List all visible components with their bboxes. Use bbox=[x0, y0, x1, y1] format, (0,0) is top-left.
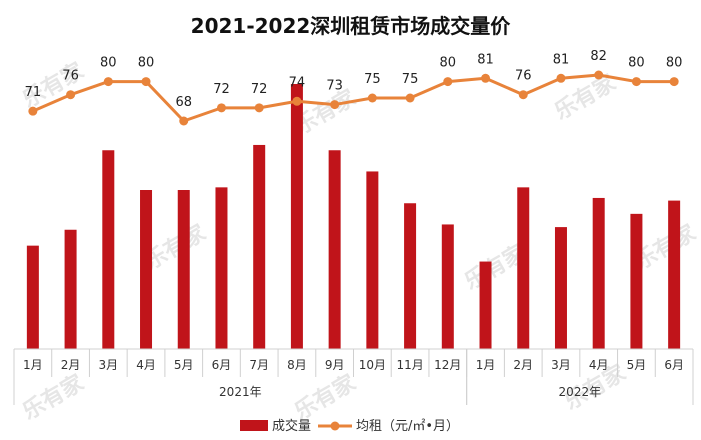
x-tick-label: 5月 bbox=[174, 358, 194, 372]
avg-rent-point-5 bbox=[179, 116, 189, 126]
avg-rent-point-17 bbox=[631, 77, 641, 87]
avg-rent-line bbox=[32, 73, 675, 123]
group-label-2: 2022年 bbox=[559, 385, 602, 399]
data-label: 80 bbox=[666, 56, 683, 71]
x-tick-label: 9月 bbox=[325, 358, 345, 372]
avg-rent-point-16 bbox=[594, 70, 604, 80]
data-label: 72 bbox=[251, 82, 268, 97]
legend-label-volume: 成交量 bbox=[272, 418, 311, 434]
x-tick-label: 8月 bbox=[287, 358, 307, 372]
x-tick-label: 2月 bbox=[513, 358, 533, 372]
bar-15 bbox=[554, 227, 567, 349]
data-label: 74 bbox=[289, 75, 306, 90]
bar-9 bbox=[328, 150, 341, 349]
data-label: 76 bbox=[62, 69, 79, 84]
bar-4 bbox=[140, 190, 153, 349]
avg-rent-point-18 bbox=[669, 77, 679, 87]
x-tick-label: 11月 bbox=[396, 358, 423, 372]
group-label-1: 2021年 bbox=[219, 385, 262, 399]
bar-13 bbox=[479, 261, 492, 349]
bar-2 bbox=[64, 229, 77, 349]
avg-rent-point-10 bbox=[367, 93, 377, 103]
bar-3 bbox=[102, 150, 115, 349]
x-tick-label: 6月 bbox=[212, 358, 232, 372]
x-tick-label: 6月 bbox=[664, 358, 684, 372]
bar-5 bbox=[177, 190, 190, 349]
avg-rent-point-4 bbox=[141, 77, 151, 87]
x-tick-label: 2月 bbox=[61, 358, 81, 372]
data-label: 82 bbox=[590, 49, 607, 64]
avg-rent-point-2 bbox=[66, 90, 76, 100]
legend-swatch-volume bbox=[240, 420, 268, 431]
bar-12 bbox=[441, 224, 454, 349]
avg-rent-point-9 bbox=[330, 100, 340, 110]
avg-rent-point-12 bbox=[443, 77, 453, 87]
avg-rent-point-14 bbox=[518, 90, 528, 100]
x-tick-label: 3月 bbox=[551, 358, 571, 372]
bar-8 bbox=[290, 84, 303, 349]
data-label: 68 bbox=[175, 95, 192, 110]
data-label: 76 bbox=[515, 69, 532, 84]
avg-rent-point-6 bbox=[216, 103, 226, 113]
bar-14 bbox=[517, 187, 530, 349]
x-tick-label: 4月 bbox=[589, 358, 609, 372]
data-label: 80 bbox=[440, 56, 457, 71]
bar-7 bbox=[253, 144, 266, 349]
watermark-logo: 乐有家 bbox=[290, 369, 361, 425]
data-label: 81 bbox=[553, 52, 570, 67]
bar-18 bbox=[668, 200, 681, 349]
data-label: 73 bbox=[326, 79, 343, 94]
bar-16 bbox=[592, 197, 605, 349]
avg-rent-point-8 bbox=[292, 96, 302, 106]
avg-rent-point-1 bbox=[28, 106, 38, 116]
bar-6 bbox=[215, 187, 228, 349]
avg-rent-point-11 bbox=[405, 93, 415, 103]
data-label: 80 bbox=[138, 56, 155, 71]
legend-marker-rent bbox=[330, 421, 340, 431]
data-label: 71 bbox=[25, 85, 42, 100]
data-label: 81 bbox=[477, 52, 494, 67]
avg-rent-point-13 bbox=[481, 73, 491, 83]
x-tick-label: 10月 bbox=[359, 358, 386, 372]
data-label: 80 bbox=[100, 56, 117, 71]
bar-1 bbox=[26, 245, 39, 349]
bar-11 bbox=[404, 203, 417, 349]
x-tick-label: 7月 bbox=[249, 358, 269, 372]
watermark-logo: 乐有家 bbox=[18, 369, 89, 425]
avg-rent-point-15 bbox=[556, 73, 566, 83]
bar-17 bbox=[630, 213, 643, 349]
data-label: 75 bbox=[364, 72, 381, 87]
bar-10 bbox=[366, 171, 379, 349]
x-tick-label: 4月 bbox=[136, 358, 156, 372]
x-tick-label: 1月 bbox=[476, 358, 496, 372]
x-tick-label: 12月 bbox=[434, 358, 461, 372]
avg-rent-point-7 bbox=[254, 103, 264, 113]
x-tick-label: 1月 bbox=[23, 358, 43, 372]
data-label: 72 bbox=[213, 82, 230, 97]
chart-title: 2021-2022深圳租赁市场成交量价 bbox=[190, 14, 511, 38]
x-tick-label: 3月 bbox=[98, 358, 118, 372]
data-label: 75 bbox=[402, 72, 419, 87]
avg-rent-point-3 bbox=[103, 77, 113, 87]
legend-label-rent: 均租（元/㎡•月） bbox=[356, 419, 459, 434]
x-tick-label: 5月 bbox=[627, 358, 647, 372]
data-label: 80 bbox=[628, 56, 645, 71]
